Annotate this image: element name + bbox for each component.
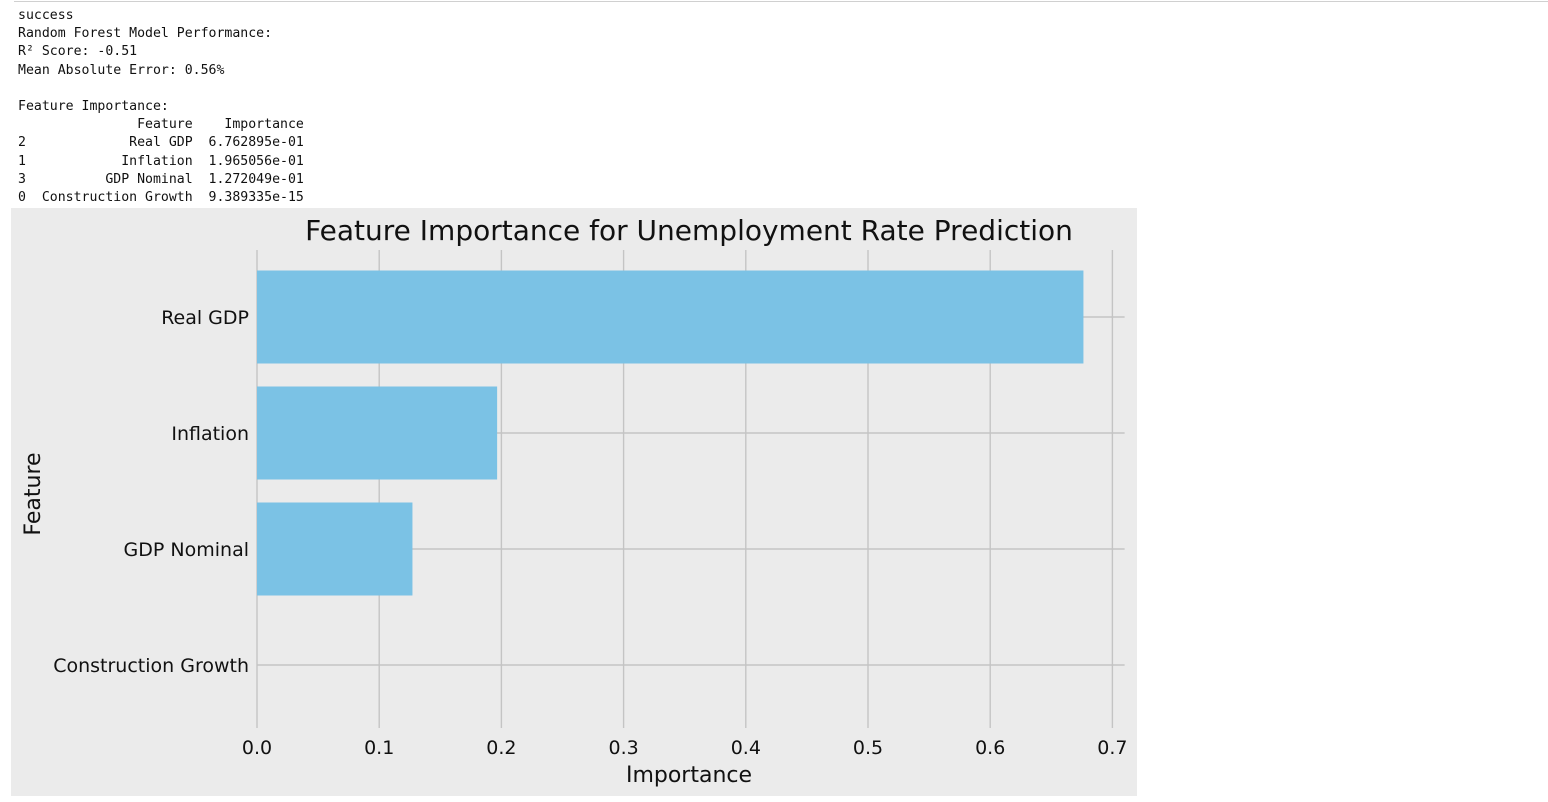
- console-line-table-row: 0 Construction Growth 9.389335e-15: [18, 189, 304, 205]
- chart-title: Feature Importance for Unemployment Rate…: [305, 214, 1073, 247]
- console-line-model-heading: Random Forest Model Performance:: [18, 26, 273, 42]
- bar-gdp-nominal: [257, 502, 413, 596]
- console-line-table-header: Feature Importance: [18, 117, 304, 133]
- console-line-table-row: 1 Inflation 1.965056e-01: [18, 153, 304, 169]
- console-line-table-row: 3 GDP Nominal 1.272049e-01: [18, 171, 304, 187]
- y-tick-label: Construction Growth: [53, 655, 249, 677]
- x-tick-label: 0.7: [1097, 737, 1127, 759]
- console-line-mae: Mean Absolute Error: 0.56%: [18, 62, 225, 78]
- x-tick-label: 0.0: [242, 737, 272, 759]
- console-line-importance-heading: Feature Importance:: [18, 98, 169, 114]
- x-tick-label: 0.3: [608, 737, 638, 759]
- bar-inflation: [257, 386, 498, 480]
- x-tick-label: 0.2: [486, 737, 516, 759]
- y-tick-label: Real GDP: [161, 307, 249, 329]
- y-tick-label: Inflation: [171, 423, 249, 445]
- console-line-blank: [18, 80, 304, 98]
- y-tick-labels: Real GDP Inflation GDP Nominal Construction…: [53, 307, 249, 677]
- x-axis-label: Importance: [626, 763, 752, 788]
- x-tick-labels: 0.0 0.1 0.2 0.3 0.4 0.5 0.6 0.7: [242, 737, 1128, 759]
- console-output: success Random Forest Model Performance: R…: [18, 7, 304, 207]
- x-tick-label: 0.4: [731, 737, 761, 759]
- x-tick-label: 0.6: [975, 737, 1005, 759]
- bars: [257, 270, 1084, 596]
- console-line-r2-score: R² Score: -0.51: [18, 44, 138, 60]
- console-line-table-row: 2 Real GDP 6.762895e-01: [18, 135, 304, 151]
- y-axis-label: Feature: [21, 452, 46, 535]
- bar-real-gdp: [257, 270, 1084, 364]
- x-tick-label: 0.1: [364, 737, 394, 759]
- console-line-status: success: [18, 8, 74, 23]
- output-divider: [14, 1, 1548, 2]
- x-tick-label: 0.5: [853, 737, 883, 759]
- y-tick-label: GDP Nominal: [124, 539, 249, 561]
- feature-importance-chart: Real GDP Inflation GDP Nominal Construction…: [11, 208, 1137, 796]
- chart-svg: Real GDP Inflation GDP Nominal Construction…: [11, 208, 1137, 796]
